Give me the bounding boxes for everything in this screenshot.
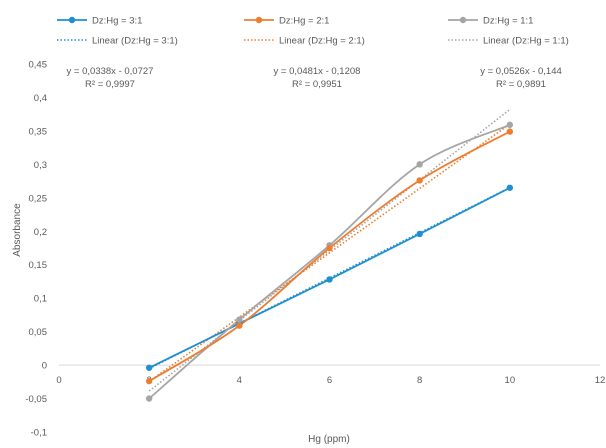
x-tick-label: 6 <box>327 375 332 386</box>
legend-marker-dot <box>459 16 467 24</box>
legend-marker-dot <box>255 16 263 24</box>
legend-marker-dot <box>68 16 76 24</box>
series-line <box>148 130 511 382</box>
data-point <box>236 316 243 323</box>
series-lines <box>148 124 511 400</box>
legend-label: Dz:Hg = 3:1 <box>92 16 142 27</box>
x-axis-title: Hg (ppm) <box>308 434 350 445</box>
trend-equation: y = 0,0481x - 0,1208 <box>274 66 361 77</box>
trend-r-squared: R² = 0,9891 <box>496 79 546 90</box>
axes: 024681012-0,1-0,0500,050,10,150,20,250,3… <box>25 60 605 439</box>
data-point <box>145 364 153 371</box>
y-tick-label: 0,4 <box>34 93 47 104</box>
data-point <box>416 230 423 238</box>
y-tick-label: -0,1 <box>31 428 47 439</box>
trendline-equations: y = 0,0338x - 0,0727 R² = 0,9997 y = 0,048… <box>67 66 562 90</box>
data-point <box>506 121 514 129</box>
data-point <box>506 128 514 135</box>
legend-trend-label: Linear (Dz:Hg = 1:1) <box>483 36 569 47</box>
data-point <box>145 395 153 402</box>
series-line <box>148 124 511 400</box>
data-points <box>145 121 514 402</box>
y-tick-label: 0,1 <box>34 294 47 305</box>
trend-equation: y = 0,0338x - 0,0727 <box>67 66 154 77</box>
trend-equation: y = 0,0526x - 0,144 <box>480 66 562 77</box>
data-point <box>236 322 243 329</box>
data-point <box>145 377 153 385</box>
y-tick-label: -0,05 <box>25 394 47 405</box>
x-tick-label: 4 <box>237 375 242 386</box>
y-tick-label: 0,05 <box>29 327 48 338</box>
legend-trend-label: Linear (Dz:Hg = 3:1) <box>92 36 178 47</box>
x-tick-label: 12 <box>595 375 606 386</box>
x-tick-label: 10 <box>505 375 516 386</box>
data-point <box>506 184 514 191</box>
trend-r-squared: R² = 0,9951 <box>292 79 342 90</box>
legend-label: Dz:Hg = 2:1 <box>279 16 329 27</box>
y-tick-label: 0,3 <box>34 160 47 171</box>
y-tick-label: 0 <box>42 361 47 372</box>
y-axis-title: Absorbance <box>12 203 23 257</box>
y-tick-label: 0,25 <box>29 193 48 204</box>
x-tick-label: 8 <box>417 375 422 386</box>
y-tick-label: 0,45 <box>29 60 48 71</box>
data-point <box>326 244 333 252</box>
trend-r-squared: R² = 0,9997 <box>85 79 135 90</box>
legend: Dz:Hg = 3:1 Linear (Dz:Hg = 3:1) Dz:Hg = 2… <box>57 16 569 47</box>
y-tick-label: 0,15 <box>29 260 48 271</box>
legend-label: Dz:Hg = 1:1 <box>483 16 533 27</box>
legend-trend-label: Linear (Dz:Hg = 2:1) <box>279 36 365 47</box>
x-tick-label: 0 <box>56 375 61 386</box>
data-point <box>416 177 423 184</box>
data-point <box>416 161 423 168</box>
y-tick-label: 0,35 <box>29 126 48 137</box>
trendline <box>148 123 511 383</box>
y-tick-label: 0,2 <box>34 227 47 238</box>
data-point <box>326 276 333 283</box>
